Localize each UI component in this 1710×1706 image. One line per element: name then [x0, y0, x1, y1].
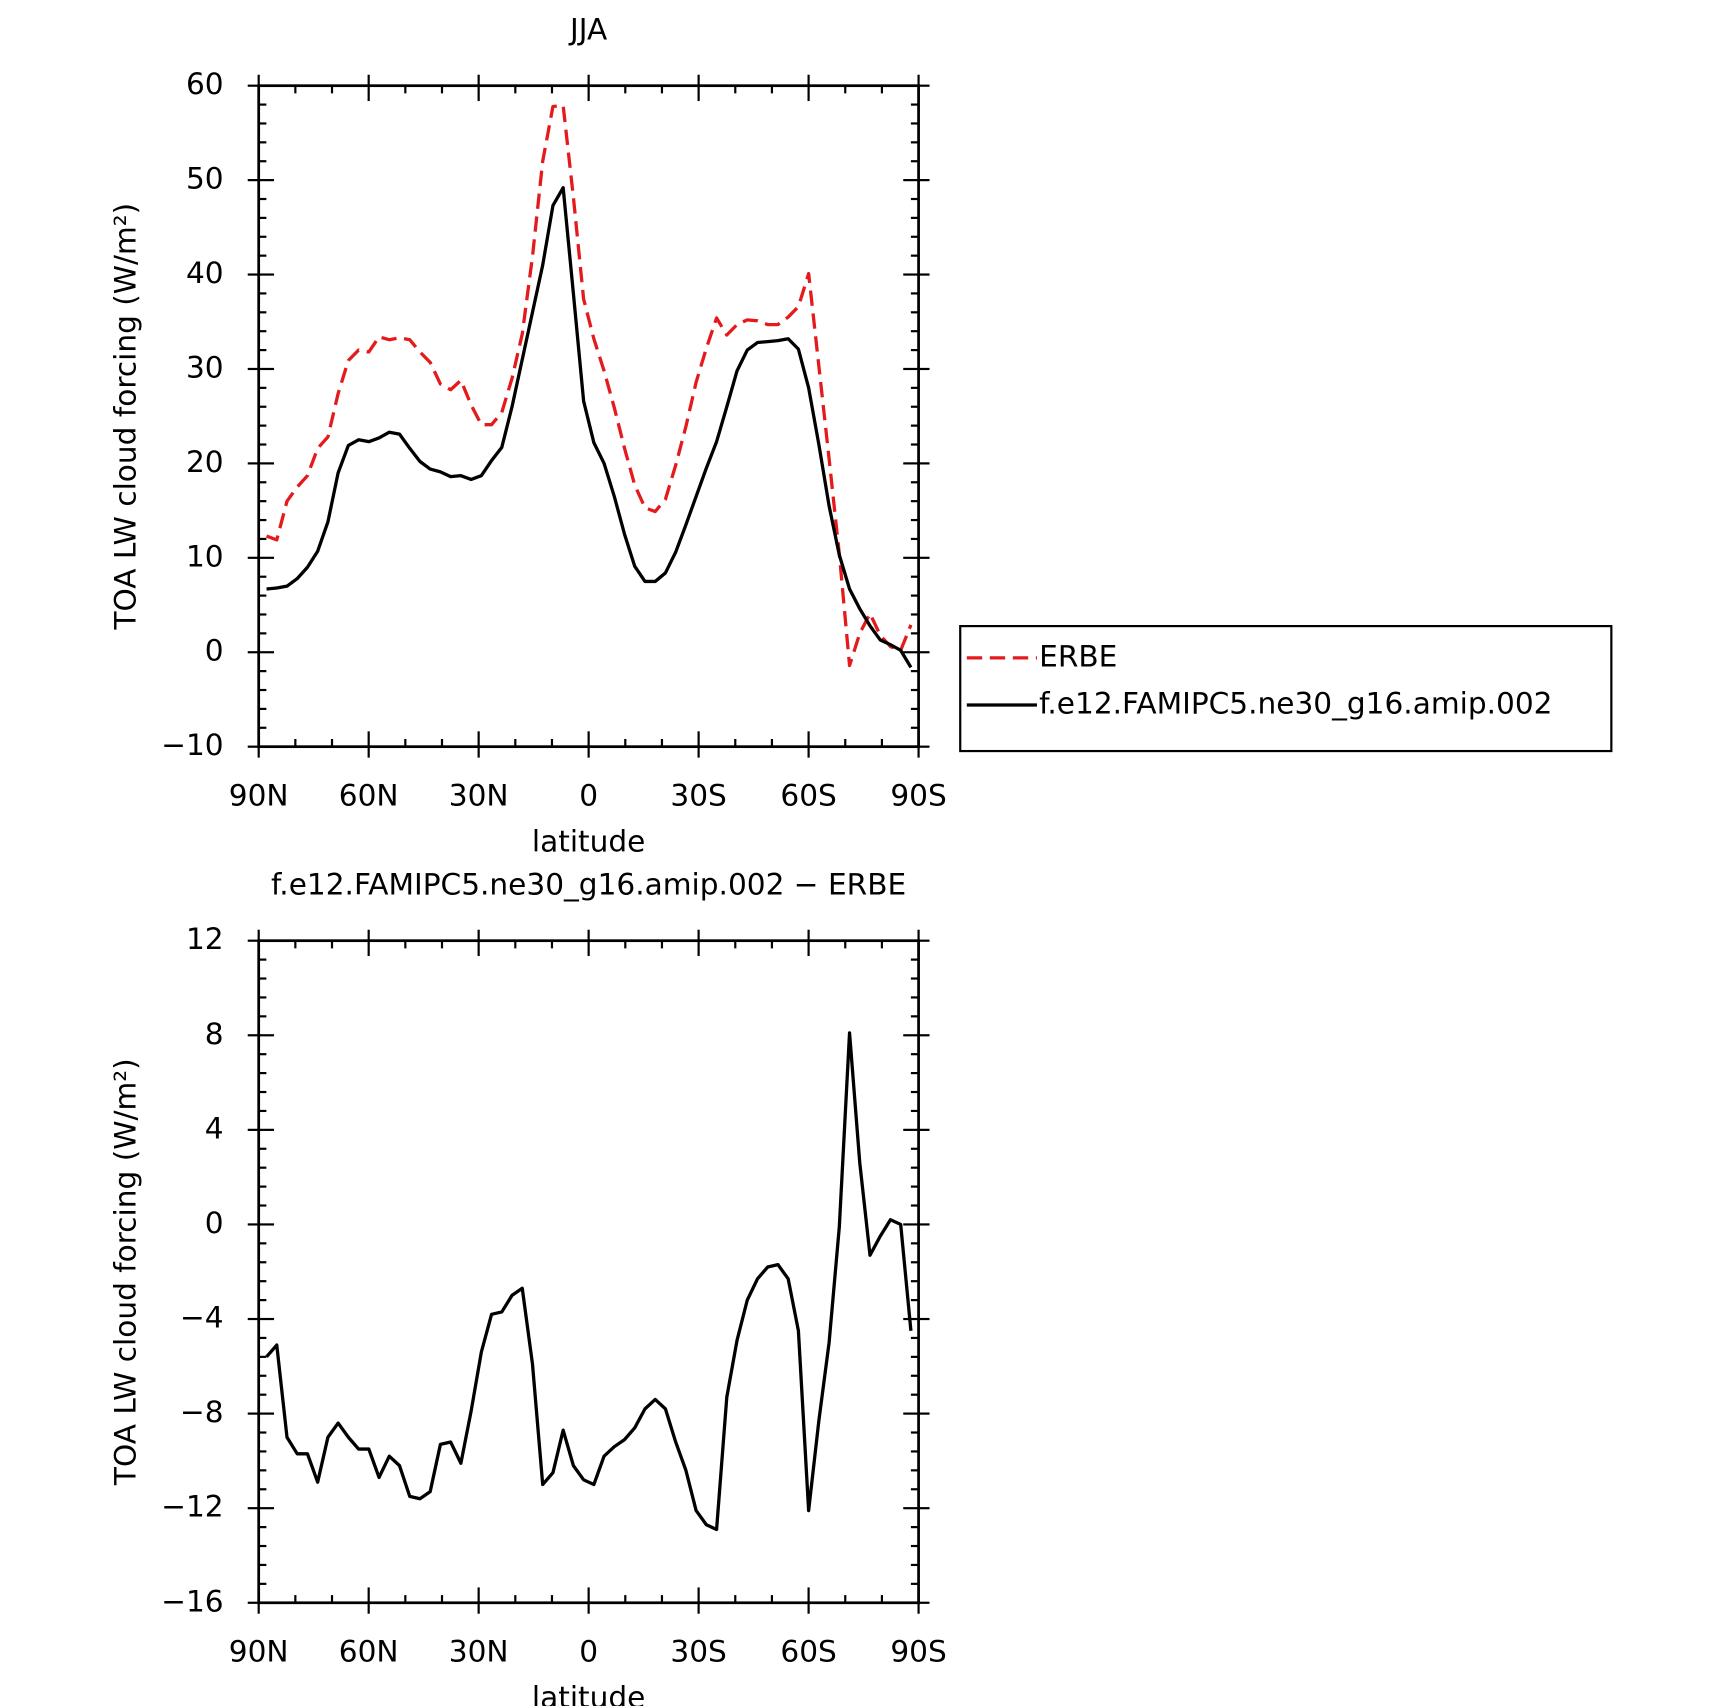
y-tick-label: 30 [186, 350, 224, 384]
legend-frame [959, 625, 1613, 753]
series-line [266, 186, 913, 669]
x-tick-label: 60S [780, 779, 836, 813]
legend: ERBE f.e12.FAMIPC5.ne30_g16.amip.002 [959, 625, 1613, 753]
y-tick-label: 20 [186, 445, 224, 479]
x-tick-label: 0 [579, 779, 598, 813]
x-tick-label: 60N [339, 779, 399, 813]
y-tick-label: 8 [205, 1017, 224, 1051]
legend-label: ERBE [1039, 639, 1117, 673]
x-tick-label: 90S [890, 779, 946, 813]
y-axis-label: TOA LW cloud forcing (W/m²) [109, 203, 143, 631]
y-tick-label: −12 [161, 1490, 223, 1524]
y-tick-label: 0 [205, 1206, 224, 1240]
x-tick-label: 30N [449, 1635, 509, 1669]
y-tick-label: 0 [205, 634, 224, 668]
y-tick-label: −16 [161, 1584, 223, 1618]
plot-frame [257, 939, 920, 1605]
y-tick-label: 40 [186, 256, 224, 290]
legend-label: f.e12.FAMIPC5.ne30_g16.amip.002 [1039, 687, 1552, 721]
y-tick-label: 10 [186, 539, 224, 573]
x-tick-label: 0 [579, 1635, 598, 1669]
y-tick-label: −8 [180, 1395, 224, 1429]
x-tick-label: 30S [670, 1635, 726, 1669]
x-tick-label: 90N [229, 779, 289, 813]
y-axis-label: TOA LW cloud forcing (W/m²) [109, 1058, 143, 1486]
chart-title: f.e12.FAMIPC5.ne30_g16.amip.002 − ERBE [271, 867, 906, 901]
y-tick-label: 60 [186, 67, 224, 101]
x-tick-label: 90S [890, 1635, 946, 1669]
x-tick-label: 90N [229, 1635, 289, 1669]
x-axis-label: latitude [532, 1681, 645, 1706]
x-tick-label: 30N [449, 779, 509, 813]
x-axis-label: latitude [532, 825, 645, 859]
y-tick-label: −10 [161, 728, 223, 762]
x-tick-label: 30S [670, 779, 726, 813]
chart-title: JJA [568, 12, 607, 46]
x-tick-label: 60N [339, 1635, 399, 1669]
y-tick-label: −4 [180, 1301, 224, 1335]
series-line [265, 1031, 913, 1532]
series-line [265, 103, 913, 668]
y-tick-label: 50 [186, 162, 224, 196]
y-tick-label: 4 [205, 1111, 224, 1145]
y-tick-label: 12 [186, 922, 224, 956]
x-tick-label: 60S [780, 1635, 836, 1669]
